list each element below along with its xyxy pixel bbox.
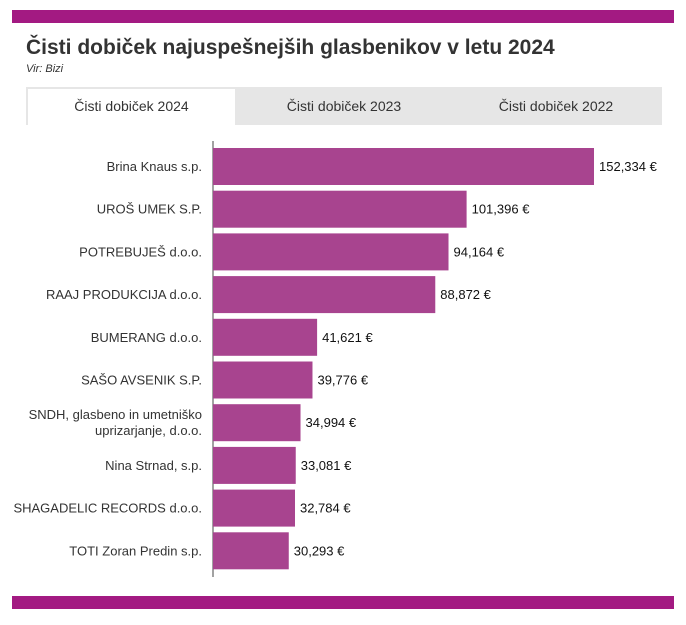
category-label-line: UROŠ UMEK S.P. (97, 202, 202, 217)
category-label: UROŠ UMEK S.P. (97, 202, 202, 217)
bottom-accent-bar (12, 596, 674, 609)
bar[interactable] (213, 446, 296, 484)
category-label-line: RAAJ PRODUKCIJA d.o.o. (46, 287, 202, 302)
value-label: 30,293 € (294, 543, 345, 558)
category-label-line: SHAGADELIC RECORDS d.o.o. (13, 501, 202, 516)
bar[interactable] (213, 318, 318, 356)
tab-2023[interactable]: Čisti dobiček 2023 (286, 98, 402, 114)
value-label: 152,334 € (599, 159, 658, 174)
value-label: 32,784 € (300, 501, 351, 516)
bar[interactable] (213, 148, 594, 185)
category-label-line: uprizarjanje, d.o.o. (95, 423, 202, 438)
value-label: 41,621 € (322, 330, 373, 345)
value-label: 94,164 € (454, 244, 505, 259)
tab-2024[interactable]: Čisti dobiček 2024 (28, 89, 235, 125)
category-label: POTREBUJEŠ d.o.o. (79, 244, 202, 259)
bar[interactable] (213, 233, 449, 271)
chart-source: Vir: Bizi (26, 63, 64, 75)
bar[interactable] (213, 532, 289, 570)
tab-bar: Čisti dobiček 2024 Čisti dobiček 2023 Či… (26, 87, 662, 125)
category-label-line: POTREBUJEŠ d.o.o. (79, 244, 202, 259)
value-label: 39,776 € (317, 373, 368, 388)
category-label: SHAGADELIC RECORDS d.o.o. (13, 501, 202, 516)
category-label: SNDH, glasbeno in umetniško uprizarjanje,… (29, 407, 202, 438)
value-label: 34,994 € (306, 415, 357, 430)
tab-2022[interactable]: Čisti dobiček 2022 (498, 98, 614, 114)
chart-title: Čisti dobiček najuspešnejših glasbenikov… (26, 36, 555, 59)
category-label: RAAJ PRODUKCIJA d.o.o. (46, 287, 202, 302)
value-label: 101,396 € (472, 202, 531, 217)
bar[interactable] (213, 190, 467, 228)
bar[interactable] (213, 404, 301, 442)
category-label-line: Brina Knaus s.p. (107, 159, 202, 174)
top-accent-bar (12, 10, 674, 23)
category-label-line: Nina Strnad, s.p. (105, 458, 202, 473)
category-label-line: SAŠO AVSENIK S.P. (81, 373, 202, 388)
category-label: Brina Knaus s.p. (107, 159, 202, 174)
value-label: 33,081 € (301, 458, 352, 473)
category-label: Nina Strnad, s.p. (105, 458, 202, 473)
category-label: SAŠO AVSENIK S.P. (81, 373, 202, 388)
category-label-line: BUMERANG d.o.o. (91, 330, 202, 345)
category-label: BUMERANG d.o.o. (91, 330, 202, 345)
value-label: 88,872 € (440, 287, 491, 302)
category-label-line: TOTI Zoran Predin s.p. (69, 543, 202, 558)
bar[interactable] (213, 361, 313, 399)
bar[interactable] (213, 276, 436, 314)
bar[interactable] (213, 489, 295, 527)
category-label-line: SNDH, glasbeno in umetniško (29, 407, 202, 422)
category-label: TOTI Zoran Predin s.p. (69, 543, 202, 558)
